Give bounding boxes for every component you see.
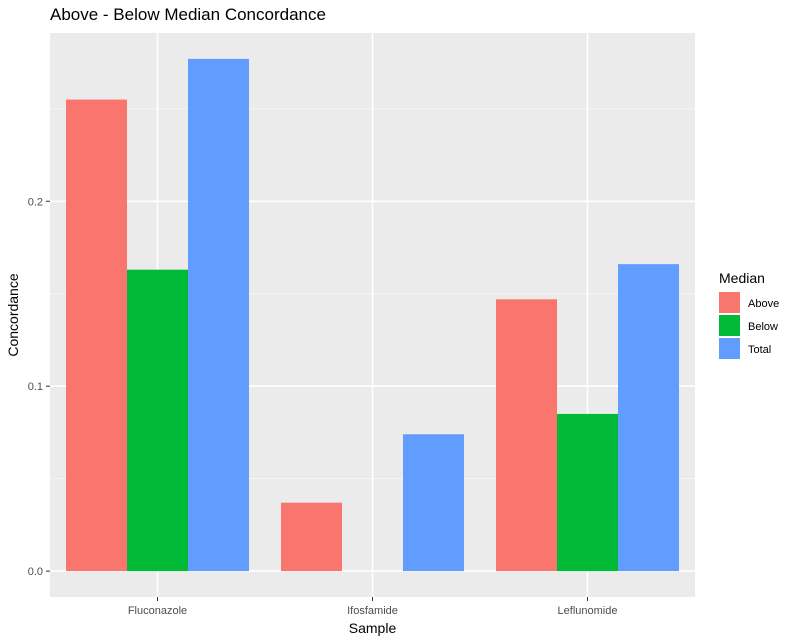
y-tick-label: 0.0 <box>28 566 43 578</box>
y-tick-label: 0.2 <box>28 196 43 208</box>
bar-fluconazole-above <box>66 99 127 572</box>
bar-leflunomide-below <box>557 413 618 572</box>
bars <box>66 58 679 572</box>
y-tick-label: 0.1 <box>28 381 43 393</box>
bar-ifosfamide-above <box>281 502 342 572</box>
legend-key-above <box>719 292 740 313</box>
legend: Median Above Below Total <box>719 270 779 359</box>
legend-label-below: Below <box>748 321 778 333</box>
x-tick-label: Ifosfamide <box>347 605 398 617</box>
y-axis: 0.0 0.1 0.2 <box>28 196 50 578</box>
legend-key-below <box>719 315 740 336</box>
y-axis-title: Concordance <box>5 273 21 356</box>
legend-label-total: Total <box>748 344 771 356</box>
legend-label-above: Above <box>748 298 779 310</box>
bar-ifosfamide-total <box>403 434 464 572</box>
bar-leflunomide-above <box>496 299 557 572</box>
chart-title: Above - Below Median Concordance <box>50 5 326 24</box>
bar-fluconazole-below <box>127 269 188 572</box>
x-axis: Fluconazole Ifosfamide Leflunomide <box>128 597 618 617</box>
x-tick-label: Leflunomide <box>558 605 618 617</box>
legend-key-total <box>719 338 740 359</box>
bar-fluconazole-total <box>188 58 249 572</box>
legend-title: Median <box>719 270 765 286</box>
x-axis-title: Sample <box>349 620 397 636</box>
x-tick-label: Fluconazole <box>128 605 187 617</box>
bar-leflunomide-total <box>618 264 679 572</box>
